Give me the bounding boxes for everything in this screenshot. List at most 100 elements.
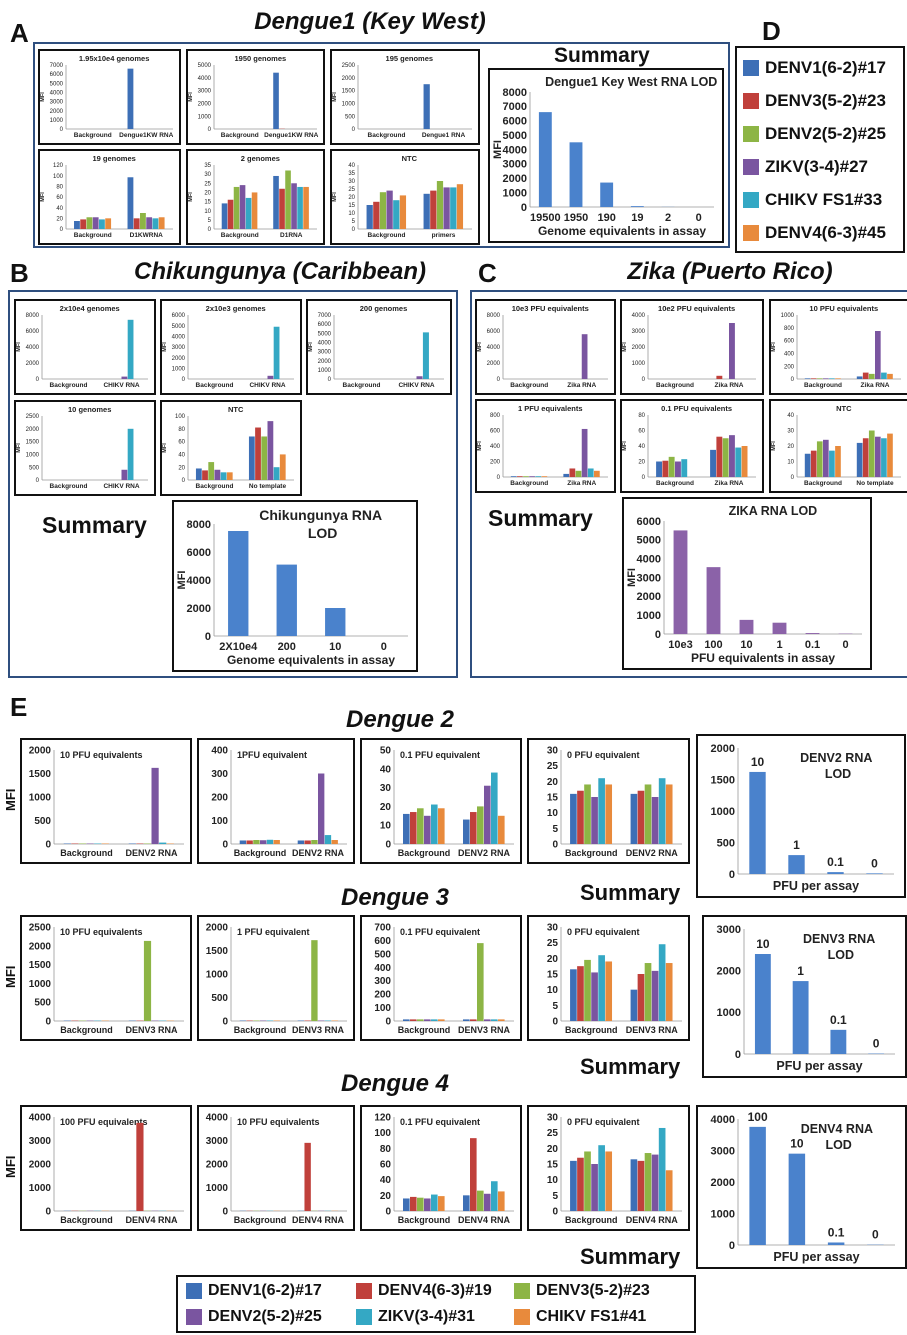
chart-title: 0.1 PFU equivalent bbox=[400, 750, 480, 760]
bar bbox=[887, 433, 893, 477]
y-tick-label: 100 bbox=[374, 1128, 391, 1139]
chart-e2-3: 0 10 20 30 40 50 0.1 PFU equivalent Background D… bbox=[360, 738, 522, 864]
bar bbox=[245, 197, 252, 229]
y-tick-label: 800 bbox=[784, 326, 795, 332]
bar bbox=[630, 206, 644, 207]
y-tick-label: 5 bbox=[552, 1191, 558, 1202]
chart-svg: 0 500 1000 1500 2000 1 PFU equivalent Backgrou… bbox=[206, 923, 347, 1035]
bar bbox=[226, 472, 233, 480]
y-tick-label: 10 bbox=[380, 821, 392, 832]
data-label: 10 bbox=[756, 937, 770, 951]
y-tick-label: 0 bbox=[552, 840, 558, 851]
bar bbox=[386, 190, 393, 229]
y-tick-label: 3000 bbox=[717, 924, 741, 936]
bar bbox=[535, 476, 542, 477]
bar bbox=[584, 1151, 591, 1211]
y-tick-label: 2500 bbox=[342, 63, 356, 69]
bar bbox=[675, 461, 681, 477]
legend-item: ZIKV(3-4)#27 bbox=[743, 157, 868, 177]
panel-letter-d: D bbox=[762, 16, 781, 46]
chart-e4-4: 0 5 10 15 20 25 30 0 PFU equivalent Background DE… bbox=[527, 1105, 690, 1231]
y-tick-label: 0 bbox=[791, 377, 795, 383]
y-tick-label: 0 bbox=[205, 631, 211, 643]
chart-title: 0.1 PFU equivalents bbox=[661, 404, 732, 413]
chart-e2-2: 0 100 200 300 400 1PFU equivalent Background DE… bbox=[197, 738, 355, 864]
legend-swatch bbox=[356, 1309, 372, 1325]
y-tick-label: 1000 bbox=[172, 366, 186, 372]
y-tick-label: 500 bbox=[345, 114, 356, 120]
x-tick-label: DENV2 RNA bbox=[458, 848, 511, 858]
y-tick-label: 0 bbox=[385, 1017, 391, 1028]
y-tick-label: 3000 bbox=[198, 89, 212, 95]
y-tick-label: 1000 bbox=[632, 361, 646, 367]
y-tick-label: 2000 bbox=[632, 345, 646, 351]
y-tick-label: 100 bbox=[374, 1003, 391, 1014]
y-tick-label: 400 bbox=[211, 746, 228, 757]
y-tick-label: 300 bbox=[374, 976, 391, 987]
bar bbox=[658, 778, 666, 844]
bar bbox=[581, 428, 588, 477]
legend-label: DENV3(5-2)#23 bbox=[536, 1282, 650, 1299]
bar bbox=[835, 446, 841, 477]
bar bbox=[470, 1019, 477, 1021]
chart-svg: 0 20 40 60 80 MFI 0.1 PFU equivalents Backgroun… bbox=[622, 404, 756, 487]
y-tick-label: 500 bbox=[211, 993, 228, 1004]
bar bbox=[754, 954, 771, 1054]
x-tick-label: Background bbox=[196, 483, 234, 490]
bar bbox=[570, 793, 577, 844]
x-tick-label: 2 bbox=[665, 212, 671, 224]
y-tick-label: 0 bbox=[328, 377, 332, 383]
legend-swatch bbox=[743, 126, 759, 142]
chart-svg: 0 500 1000 1500 2000 DENV2 RNA LOD 10 1 0.1 0 PFU … bbox=[711, 743, 894, 893]
y-tick-label: 0 bbox=[45, 840, 51, 851]
chart-title: 10 genomes bbox=[68, 405, 111, 414]
bar bbox=[816, 378, 823, 379]
chart-e3-1: 0 500 1000 1500 2000 2500 10 PFU equivalents Ba… bbox=[20, 915, 192, 1041]
bar bbox=[220, 472, 227, 480]
bar bbox=[887, 373, 893, 379]
bar bbox=[673, 530, 688, 634]
x-axis-label: PFU per assay bbox=[773, 879, 859, 893]
y-tick-label: 80 bbox=[380, 1144, 392, 1155]
chart-title: 0.1 PFU equivalent bbox=[400, 1117, 480, 1127]
summary-label-e4: Summary bbox=[580, 1244, 681, 1269]
y-tick-label: 10 bbox=[787, 460, 794, 466]
bar bbox=[651, 970, 659, 1021]
chart-a4: 0 20 40 60 80 100 120 MFI 19 genomes Background D1… bbox=[38, 149, 181, 245]
y-tick-label: 1000 bbox=[29, 1183, 52, 1194]
y-tick-label: 2000 bbox=[29, 941, 52, 952]
y-tick-label: 1500 bbox=[29, 960, 52, 971]
bar bbox=[456, 184, 464, 229]
y-tick-label: 4000 bbox=[637, 554, 661, 566]
bar bbox=[143, 940, 152, 1021]
y-axis-label: MFI bbox=[332, 192, 338, 202]
chart-svg: 0 500 1000 1500 2000 2500 MFI 10 genomes Backgro… bbox=[16, 405, 148, 490]
y-tick-label: 25 bbox=[547, 938, 559, 949]
chart-svg: 0 1000 2000 3000 DENV3 RNA LOD 10 1 0.1 0 PFU per… bbox=[717, 924, 895, 1073]
bar bbox=[577, 790, 584, 844]
chart-b1: 0 2000 4000 6000 8000 MFI 2x10e4 genomes Backgr… bbox=[14, 299, 156, 395]
y-axis-label: MFI bbox=[492, 140, 504, 159]
y-tick-label: 2000 bbox=[487, 361, 501, 367]
y-tick-label: 500 bbox=[717, 837, 735, 849]
bar bbox=[823, 439, 829, 477]
y-tick-label: 1000 bbox=[206, 1183, 229, 1194]
data-label: 0.1 bbox=[827, 855, 844, 869]
legend-item: ZIKV(3-4)#31 bbox=[356, 1308, 475, 1326]
bar bbox=[267, 375, 274, 379]
y-tick-label: 0 bbox=[352, 127, 356, 133]
chart-svg: 0 1000 2000 3000 4000 10 PFU equivalents Backg… bbox=[206, 1113, 347, 1225]
y-tick-label: 30 bbox=[348, 179, 355, 185]
chart-svg: 0 500 1000 1500 2000 2500 10 PFU equivalents Ba… bbox=[29, 923, 184, 1035]
y-tick-label: 0 bbox=[735, 1049, 741, 1061]
chart-b5: 0 20 40 60 80 100 MFI NTC Background No template bbox=[160, 400, 302, 496]
chart-c6: 0 10 20 30 40 MFI NTC Background No template bbox=[769, 399, 907, 493]
chart-e4-3: 0 20 40 60 80 100 120 0.1 PFU equivalent Backgro… bbox=[360, 1105, 522, 1231]
bar bbox=[823, 378, 829, 379]
bar bbox=[304, 840, 311, 844]
bar bbox=[279, 188, 285, 229]
chart-svg: 0 5 10 15 20 25 30 0 PFU equivalent Background DE… bbox=[547, 746, 682, 858]
chart-title: 10 PFU equivalents bbox=[60, 750, 143, 760]
chart-svg: 0 200 400 600 800 MFI 1 PFU equivalents Backgro… bbox=[477, 404, 608, 487]
y-axis-label: MFI bbox=[16, 342, 22, 352]
